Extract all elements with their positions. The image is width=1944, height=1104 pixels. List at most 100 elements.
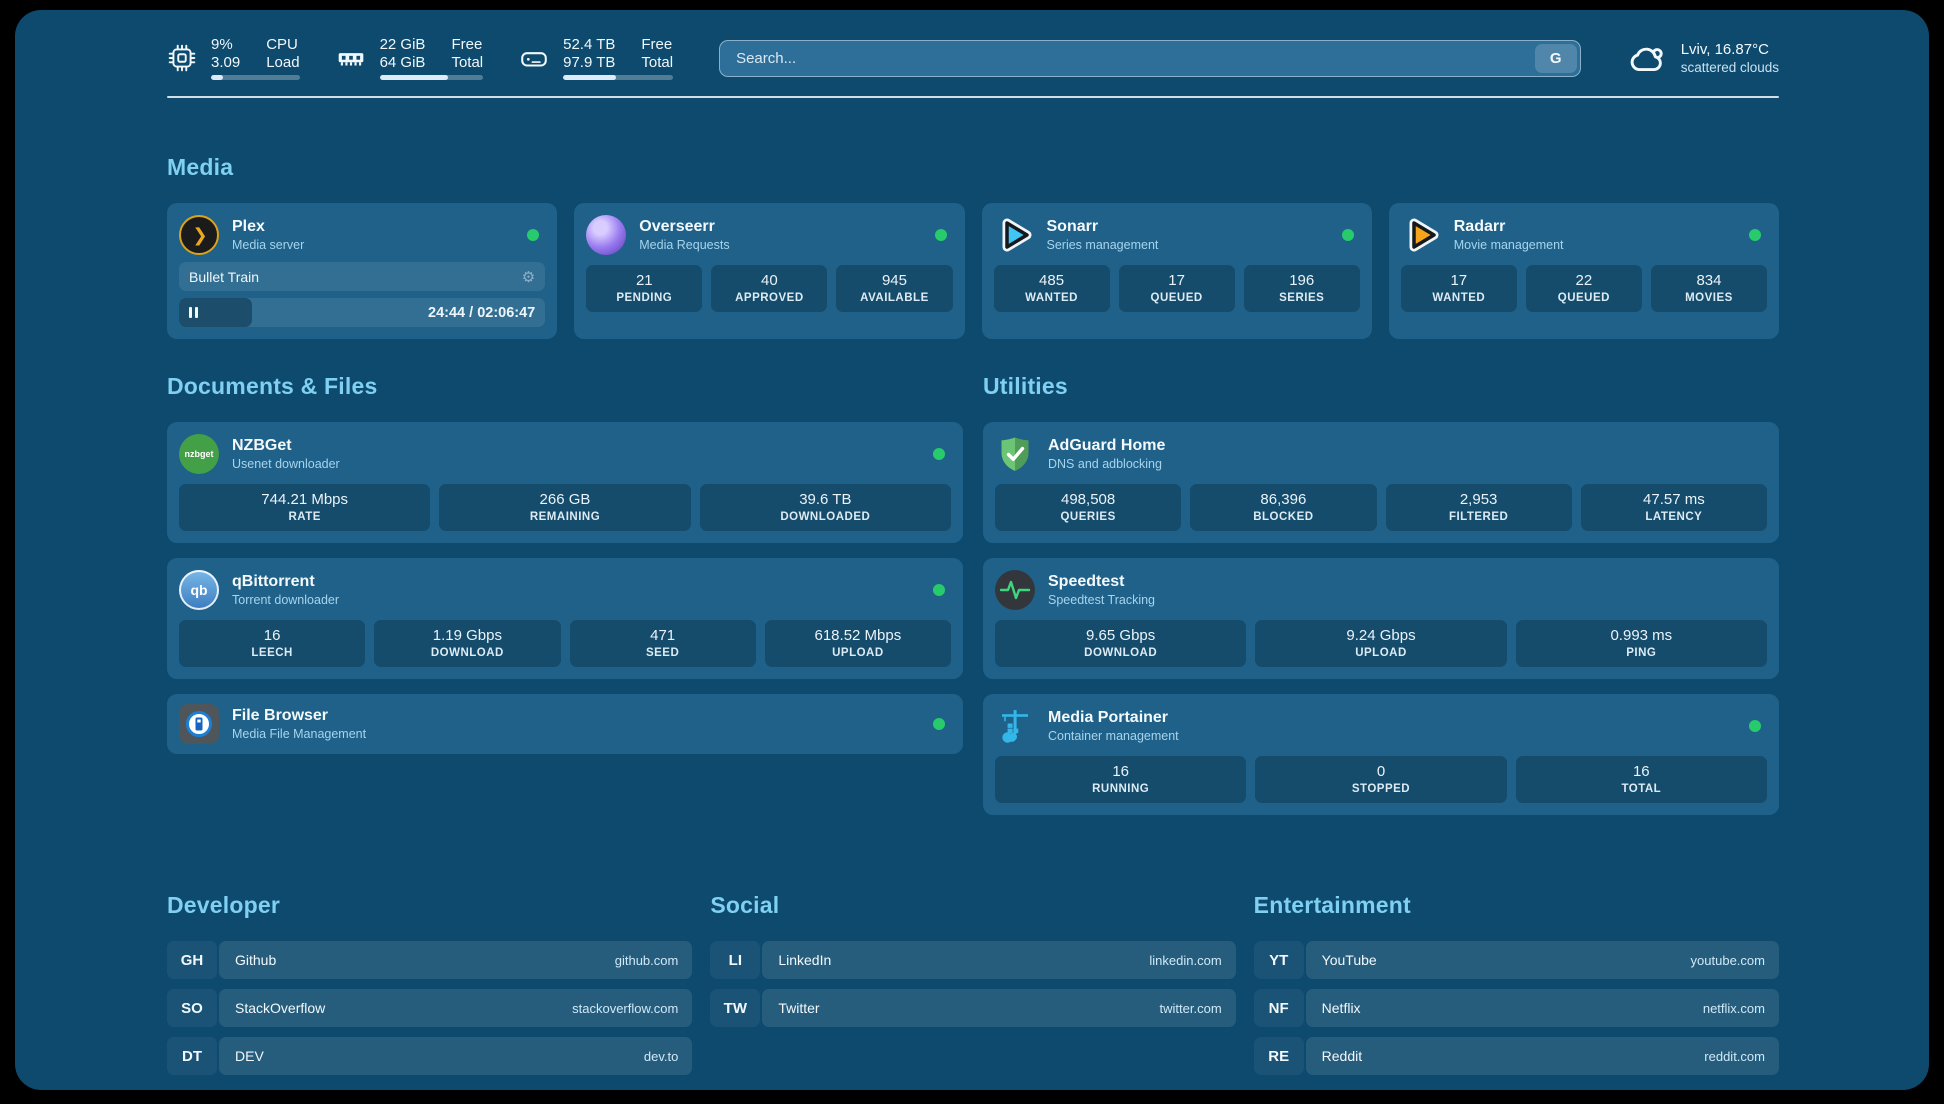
pause-icon[interactable]	[189, 307, 198, 318]
search-input[interactable]	[719, 39, 1581, 77]
filebrowser-icon	[179, 704, 219, 744]
service-desc: Usenet downloader	[232, 457, 340, 471]
stat-tile: 498,508 QUERIES	[995, 484, 1182, 531]
status-dot	[933, 448, 945, 460]
service-card-portainer[interactable]: Media Portainer Container management 16 R…	[983, 694, 1779, 815]
portainer-icon	[995, 706, 1035, 746]
bookmark-abbr: TW	[710, 989, 761, 1027]
service-card-radarr[interactable]: Radarr Movie management 17 WANTED 22 QUEUE…	[1388, 203, 1779, 339]
memory-total-label: Total	[451, 54, 484, 71]
stat-tile: 17 QUEUED	[1118, 265, 1235, 312]
bookmark-abbr: RE	[1253, 1037, 1304, 1075]
service-name: Radarr	[1453, 218, 1506, 235]
now-playing-title: Bullet Train	[189, 268, 260, 285]
stat-tile: 471 SEED	[569, 620, 756, 667]
status-dot	[1341, 229, 1354, 241]
stat-tile: 485 WANTED	[993, 265, 1110, 312]
stat-tile: 17 WANTED	[1400, 265, 1517, 312]
stat-tile: 16 LEECH	[179, 620, 366, 667]
service-name: Plex	[232, 218, 265, 235]
google-search-button[interactable]: G	[1534, 43, 1577, 73]
bookmark-abbr: NF	[1253, 989, 1304, 1027]
section-title-social: Social	[710, 892, 780, 918]
bookmark-youtube[interactable]: YT YouTube youtube.com	[1253, 941, 1779, 979]
bookmark-twitter[interactable]: TW Twitter twitter.com	[710, 989, 1236, 1027]
service-desc: Torrent downloader	[232, 593, 340, 607]
stat-tile: 266 GB REMAINING	[439, 484, 691, 531]
stat-tile: 40 APPROVED	[711, 265, 828, 312]
bookmark-abbr: LI	[710, 941, 761, 979]
stat-tile: 0 STOPPED	[1255, 756, 1507, 803]
service-card-nzbget[interactable]: nzbget NZBGet Usenet downloader 744.21 M…	[167, 422, 963, 543]
stat-tile: 9.65 Gbps DOWNLOAD	[995, 620, 1247, 667]
status-dot	[933, 718, 945, 730]
service-desc: Media Requests	[639, 238, 730, 252]
playback-time: 24:44 / 02:06:47	[428, 304, 536, 321]
qbittorrent-icon: qb	[179, 570, 219, 610]
status-dot	[1749, 229, 1761, 241]
disk-icon	[519, 43, 549, 73]
stat-tile: 39.6 TB DOWNLOADED	[699, 484, 951, 531]
weather-location-temp: Lviv, 16.87°C	[1680, 41, 1769, 58]
disk-total-value: 97.9 TB	[563, 54, 616, 71]
service-name: Overseerr	[639, 218, 715, 235]
cpu-value: 9%	[211, 36, 233, 53]
service-name: Sonarr	[1046, 218, 1099, 235]
header-divider	[167, 96, 1779, 98]
service-desc: Container management	[1048, 729, 1179, 743]
overseerr-icon	[586, 215, 627, 255]
service-card-overseerr[interactable]: Overseerr Media Requests 21 PENDING 40 APP…	[574, 203, 965, 339]
bookmark-netflix[interactable]: NF Netflix netflix.com	[1253, 989, 1779, 1027]
stat-tile: 22 QUEUED	[1525, 265, 1642, 312]
bookmark-abbr: YT	[1253, 941, 1304, 979]
service-card-adguard[interactable]: AdGuard Home DNS and adblocking 498,508 Q…	[983, 422, 1779, 543]
bookmark-github[interactable]: GH Github github.com	[167, 941, 693, 979]
stat-tile: 945 AVAILABLE	[836, 265, 953, 312]
disk-free-value: 52.4 TB	[563, 36, 616, 53]
stat-tile: 0.993 ms PING	[1515, 620, 1767, 667]
service-card-plex[interactable]: ❯ Plex Media server Bullet Train ⚙ 24:44…	[167, 203, 558, 339]
service-desc: Movie management	[1453, 238, 1564, 252]
service-card-filebrowser[interactable]: File Browser Media File Management	[167, 694, 963, 754]
memory-total-value: 64 GiB	[379, 54, 426, 71]
memory-free-value: 22 GiB	[379, 36, 426, 53]
service-card-qbittorrent[interactable]: qb qBittorrent Torrent downloader 16 LEEC…	[167, 558, 963, 679]
service-name: NZBGet	[232, 437, 292, 454]
stat-tile: 21 PENDING	[586, 265, 703, 312]
bookmark-reddit[interactable]: RE Reddit reddit.com	[1253, 1037, 1779, 1075]
system-stat-cpu: 9% CPU 3.09 Load	[167, 36, 300, 80]
section-title-documents: Documents & Files	[167, 373, 378, 399]
section-title-entertainment: Entertainment	[1253, 892, 1411, 918]
cloud-icon	[1627, 41, 1667, 75]
stat-tile: 9.24 Gbps UPLOAD	[1255, 620, 1507, 667]
cpu-icon	[167, 43, 197, 73]
service-desc: Speedtest Tracking	[1048, 593, 1156, 607]
service-desc: Media File Management	[232, 727, 367, 741]
stat-tile: 1.19 Gbps DOWNLOAD	[374, 620, 561, 667]
weather-condition: scattered clouds	[1680, 60, 1779, 75]
top-bar: 9% CPU 3.09 Load	[167, 36, 1779, 80]
status-dot	[933, 584, 945, 596]
memory-progressbar	[379, 75, 484, 80]
bookmark-abbr: DT	[167, 1037, 217, 1075]
bookmark-linkedin[interactable]: LI LinkedIn linkedin.com	[710, 941, 1236, 979]
system-stat-memory: 22 GiB Free 64 GiB Total	[336, 36, 484, 80]
cpu-label: CPU	[266, 36, 298, 53]
service-card-speedtest[interactable]: Speedtest Speedtest Tracking 9.65 Gbps DO…	[983, 558, 1779, 679]
service-name: Media Portainer	[1048, 709, 1169, 726]
stat-tile: 16 RUNNING	[995, 756, 1247, 803]
stat-tile: 2,953 FILTERED	[1385, 484, 1572, 531]
service-name: File Browser	[232, 707, 329, 724]
bookmark-abbr: GH	[167, 941, 217, 979]
service-card-sonarr[interactable]: Sonarr Series management 485 WANTED 17 QUE…	[981, 203, 1372, 339]
status-dot	[527, 229, 540, 241]
system-stat-disk: 52.4 TB Free 97.9 TB Total	[519, 36, 674, 80]
bookmark-dev[interactable]: DT DEV dev.to	[167, 1037, 693, 1075]
service-desc: Media server	[232, 238, 305, 252]
playback-progressbar[interactable]: 24:44 / 02:06:47	[179, 298, 546, 327]
section-title-utilities: Utilities	[983, 373, 1068, 399]
weather-widget: Lviv, 16.87°C scattered clouds	[1627, 41, 1779, 75]
bookmark-stackoverflow[interactable]: SO StackOverflow stackoverflow.com	[167, 989, 693, 1027]
service-desc: Series management	[1046, 238, 1159, 252]
settings-gear-icon[interactable]: ⚙	[521, 268, 536, 286]
